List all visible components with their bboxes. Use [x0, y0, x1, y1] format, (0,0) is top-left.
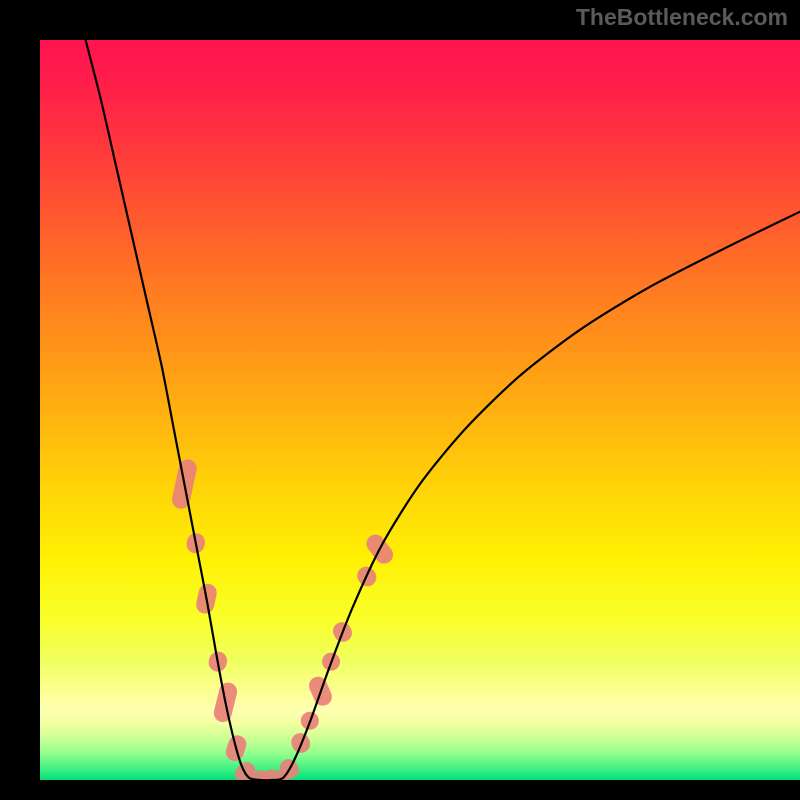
bottleneck-curve	[86, 40, 800, 780]
watermark-text: TheBottleneck.com	[576, 4, 788, 31]
plot-area	[40, 40, 800, 780]
data-markers-group	[170, 458, 396, 780]
curve-layer	[40, 40, 800, 780]
chart-root: TheBottleneck.com	[0, 0, 800, 800]
